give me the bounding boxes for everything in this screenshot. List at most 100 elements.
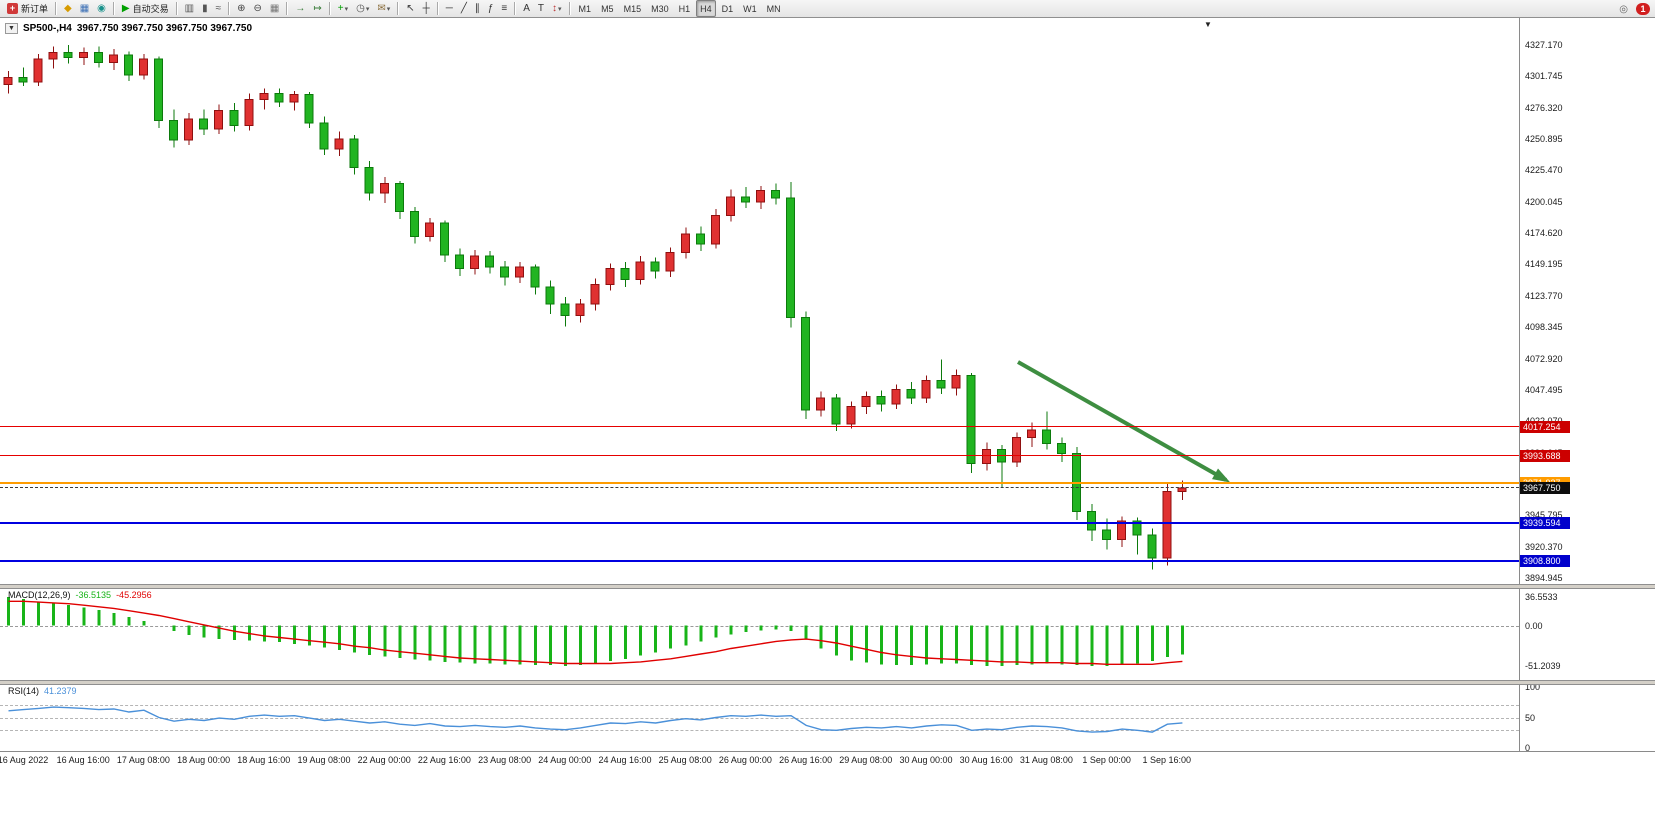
periods-button-icon: ◷: [356, 3, 365, 14]
toolbar-separator: [436, 2, 439, 15]
market-watch-button-icon: ◆: [64, 3, 72, 14]
timeframe-h4-button-label: H4: [700, 3, 712, 14]
data-window-button[interactable]: ▦: [77, 0, 92, 17]
bar-chart-button[interactable]: ▥: [182, 0, 197, 17]
trend-arrow-line[interactable]: [1017, 360, 1227, 482]
timeframe-m15-button-label: M15: [623, 3, 642, 14]
equidistant-channel-button[interactable]: ∥: [472, 0, 483, 17]
arrows-button-icon: ↕: [552, 3, 558, 14]
rsi-panel-divider[interactable]: [0, 680, 1655, 685]
crosshair-button-icon: ┼: [422, 3, 430, 14]
toolbar-separator: [286, 2, 289, 15]
tile-windows-button[interactable]: ▦: [267, 0, 282, 17]
toolbar-separator: [175, 2, 178, 15]
market-watch-button[interactable]: ◆: [61, 0, 75, 17]
dropdown-arrow-icon: ▾: [386, 5, 391, 13]
timeframe-h4-button[interactable]: H4: [696, 0, 716, 17]
macd-indicator-label: MACD(12,26,9) -36.5135 -45.2956: [8, 590, 152, 600]
chart-end-marker-icon[interactable]: ▼: [1204, 20, 1212, 29]
toolbar-separator: [514, 2, 517, 15]
macd-signal-line: [8, 600, 1183, 665]
dropdown-arrow-icon: ▾: [558, 5, 562, 13]
candlestick-chart-button-icon: ▮: [202, 3, 208, 14]
rsi-line: [8, 706, 1183, 733]
new-order-button-icon: +: [7, 3, 18, 14]
fibonacci-retracement-button-icon: ƒ: [487, 3, 494, 14]
timeframe-m5-button-label: M5: [601, 3, 614, 14]
autotrading-button-icon: ▶: [121, 3, 130, 14]
macd-name: MACD(12,26,9): [8, 590, 71, 600]
toolbar: + 新订单 ◆ ▦ ◉ ▶ 自动交易 ▥ ▮ ≈ ⊕ ⊖ ▦ → ↦ + ▾ ◷ ▾ ✉ ▾ ↖ ┼ ─ ╱ ∥ ƒ ≡ A T ↕ ▾ M1 M…: [0, 0, 1655, 18]
cursor-button[interactable]: ↖: [403, 0, 417, 17]
toolbar-separator: [397, 2, 400, 15]
new-order-button[interactable]: + 新订单: [4, 0, 51, 17]
timeframe-m1-button[interactable]: M1: [575, 0, 596, 17]
new-order-button-label: 新订单: [21, 4, 49, 14]
timeframe-h1-button[interactable]: H1: [675, 0, 695, 17]
toolbar-separator: [568, 2, 571, 15]
cursor-button-icon: ↖: [406, 3, 415, 14]
toolbar-right: ◎ 1: [1615, 1, 1650, 17]
price-axis-border: [1519, 18, 1520, 751]
rsi-name: RSI(14): [8, 686, 40, 696]
line-chart-button[interactable]: ≈: [213, 0, 225, 17]
timeframe-m30-button[interactable]: M30: [647, 0, 673, 17]
zoom-out-button-icon: ⊖: [253, 3, 262, 14]
terminal-button[interactable]: ◉: [94, 0, 109, 17]
candlestick-chart-button[interactable]: ▮: [199, 0, 211, 17]
chart-shift-button-icon: ↦: [313, 3, 322, 14]
cycle-lines-button[interactable]: ≡: [498, 0, 510, 17]
rsi-value: 41.2379: [44, 686, 77, 696]
zoom-in-button-icon: ⊕: [237, 3, 246, 14]
crosshair-button[interactable]: ┼: [420, 0, 433, 17]
horizontal-line-button[interactable]: ─: [443, 0, 456, 17]
indicators-button[interactable]: + ▾: [335, 0, 351, 17]
data-window-button-icon: ▦: [79, 3, 90, 14]
timeframe-d1-button[interactable]: D1: [718, 0, 738, 17]
text-label-button[interactable]: T: [535, 0, 547, 17]
toolbar-separator: [55, 2, 58, 15]
terminal-button-icon: ◉: [97, 3, 106, 14]
indicators-button-icon: +: [337, 3, 344, 14]
text-button[interactable]: A: [520, 0, 533, 17]
one-click-trading-arrow-icon[interactable]: ▼: [5, 23, 18, 34]
timeframe-m5-button[interactable]: M5: [597, 0, 618, 17]
timeframe-w1-button[interactable]: W1: [739, 0, 761, 17]
autotrading-button[interactable]: ▶ 自动交易: [119, 0, 172, 17]
horizontal-line-button-icon: ─: [445, 3, 453, 14]
toolbar-groups: + 新订单 ◆ ▦ ◉ ▶ 自动交易 ▥ ▮ ≈ ⊕ ⊖ ▦ → ↦ + ▾ ◷ ▾ ✉ ▾ ↖ ┼ ─ ╱ ∥ ƒ ≡ A T ↕ ▾ M1 M…: [3, 0, 786, 18]
bar-chart-button-icon: ▥: [184, 3, 195, 14]
trend-arrow-head-icon: [1212, 468, 1231, 483]
timeframe-mn-button[interactable]: MN: [763, 0, 785, 17]
timeframe-d1-button-label: D1: [721, 3, 734, 14]
notifications-button[interactable]: 1: [1636, 3, 1650, 15]
fibonacci-retracement-button[interactable]: ƒ: [485, 0, 497, 17]
toolbar-separator: [328, 2, 331, 15]
equidistant-channel-button-icon: ∥: [474, 3, 480, 14]
search-button[interactable]: ◎: [1616, 1, 1631, 18]
macd-signal-value: -45.2956: [116, 590, 152, 600]
auto-scroll-button-icon: →: [295, 3, 306, 14]
zoom-out-button[interactable]: ⊖: [250, 0, 264, 17]
time-axis-border: [0, 751, 1655, 752]
trendline-button[interactable]: ╱: [458, 0, 470, 17]
chart-symbol-period: SP500-,H4: [22, 23, 72, 34]
cycle-lines-button-icon: ≡: [501, 3, 508, 14]
timeframe-m15-button[interactable]: M15: [620, 0, 646, 17]
macd-panel-divider[interactable]: [0, 584, 1655, 589]
arrows-button[interactable]: ↕ ▾: [549, 0, 565, 17]
text-button-icon: A: [523, 3, 530, 14]
autotrading-button-label: 自动交易: [132, 4, 169, 14]
chart-shift-button[interactable]: ↦: [310, 0, 324, 17]
text-label-button-icon: T: [537, 3, 545, 14]
periods-button[interactable]: ◷ ▾: [353, 0, 372, 17]
zoom-in-button[interactable]: ⊕: [234, 0, 248, 17]
search-button-icon: ◎: [1619, 3, 1628, 15]
trendline-button-icon: ╱: [460, 3, 467, 14]
dropdown-arrow-icon: ▾: [365, 5, 370, 13]
auto-scroll-button[interactable]: →: [292, 0, 308, 17]
timeframe-m30-button-label: M30: [651, 3, 669, 14]
templates-button[interactable]: ✉ ▾: [374, 0, 393, 17]
